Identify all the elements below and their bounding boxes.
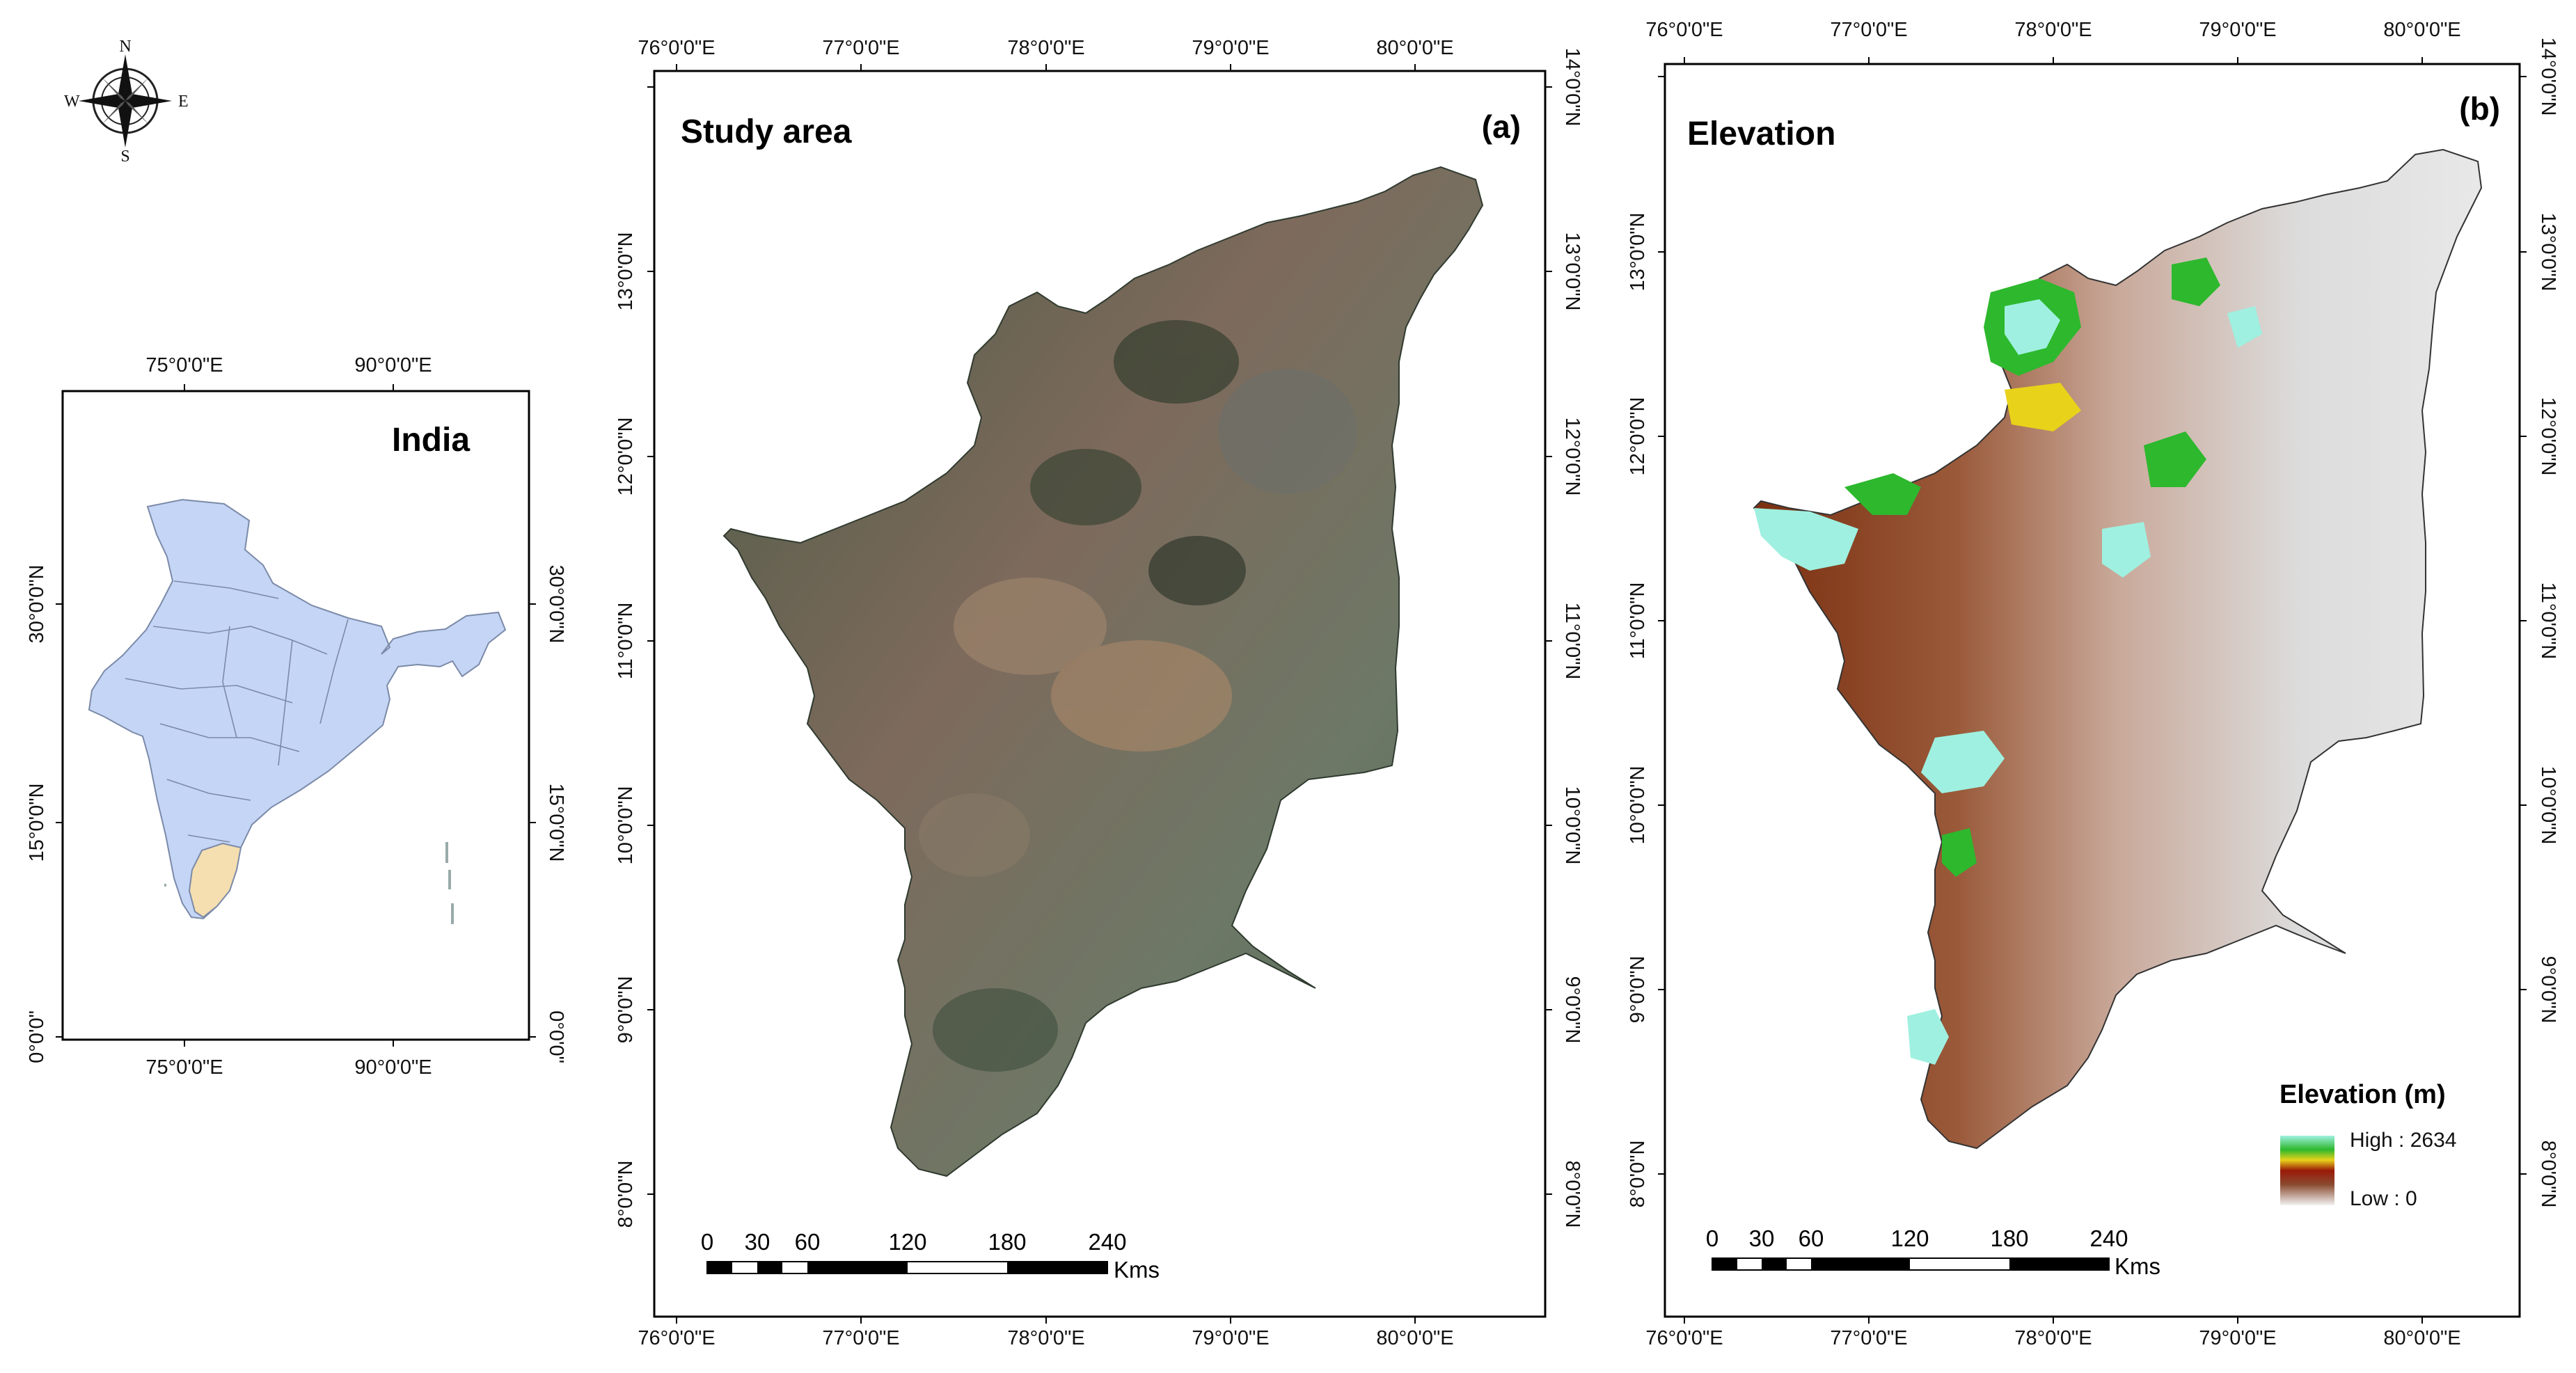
scale-label-2: 60 [795, 1229, 821, 1255]
compass-s: S [120, 148, 129, 166]
b-top-tick-0: 76°0'0"E [1645, 19, 1723, 41]
elevation-map: Elevation (b) Elevation (m) High : 2634 … [1627, 19, 2559, 1349]
a-top-tick-4: 80°0'0"E [1376, 37, 1453, 59]
elevation-legend: Elevation (m) High : 2634 Low : 0 [2279, 1080, 2456, 1210]
b-right-tick-4: 10°0'0"N [2537, 766, 2559, 845]
b-scale-label-4: 180 [1990, 1225, 2028, 1251]
b-scale-label-3: 120 [1890, 1225, 1929, 1251]
india-left-tick-2: 0°0'0" [26, 1010, 48, 1063]
study-area-scale-bar: 0 30 60 120 180 240 Kms [701, 1229, 1160, 1283]
compass-rose-icon: N S E W [64, 38, 189, 166]
india-right-tick-0: 30°0'0"N [545, 565, 567, 644]
study-area-map: Study area (a) 0 30 60 120 180 240 [615, 37, 1583, 1349]
elevation-scale-bar: 0 30 60 120 180 240 Kms [1706, 1225, 2160, 1279]
compass-n: N [119, 38, 131, 56]
compass-w: W [64, 93, 80, 111]
india-right-tick-2: 0°0'0" [545, 1010, 567, 1063]
b-top-tick-1: 77°0'0"E [1830, 19, 1907, 41]
a-right-tick-1: 13°0'0"N [1561, 232, 1583, 311]
a-bottom-tick-3: 79°0'0"E [1192, 1327, 1269, 1349]
a-top-tick-1: 77°0'0"E [822, 37, 899, 59]
a-right-tick-5: 9°0'0"N [1561, 976, 1583, 1044]
legend-title: Elevation (m) [2279, 1080, 2446, 1109]
scale-label-0: 0 [701, 1229, 713, 1255]
b-top-tick-3: 79°0'0"E [2199, 19, 2276, 41]
b-bottom-tick-0: 76°0'0"E [1645, 1327, 1723, 1349]
b-right-tick-3: 11°0'0"N [2537, 582, 2559, 660]
b-left-tick-4: 9°0'0"N [1627, 956, 1649, 1024]
a-bottom-tick-4: 80°0'0"E [1376, 1327, 1453, 1349]
a-bottom-tick-0: 76°0'0"E [638, 1327, 715, 1349]
a-left-tick-5: 8°0'0"N [615, 1161, 637, 1228]
a-top-tick-2: 78°0'0"E [1007, 37, 1084, 59]
india-state-boundaries [125, 580, 349, 843]
b-scale-unit: Kms [2115, 1253, 2160, 1279]
india-right-tick-1: 15°0'0"N [545, 784, 567, 862]
a-right-tick-0: 14°0'0"N [1561, 48, 1583, 127]
a-left-tick-3: 10°0'0"N [615, 786, 637, 865]
b-scale-label-2: 60 [1799, 1225, 1824, 1251]
b-right-tick-6: 8°0'0"N [2537, 1141, 2559, 1208]
scale-unit: Kms [1114, 1257, 1160, 1283]
b-scale-label-5: 240 [2089, 1225, 2128, 1251]
b-left-tick-3: 10°0'0"N [1627, 766, 1649, 845]
study-area-label: (a) [1482, 109, 1521, 145]
b-top-tick-2: 78°0'0"E [2014, 19, 2092, 41]
b-scale-label-0: 0 [1706, 1225, 1718, 1251]
a-right-tick-6: 8°0'0"N [1561, 1161, 1583, 1228]
a-left-tick-1: 12°0'0"N [615, 418, 637, 496]
b-left-tick-0: 13°0'0"N [1627, 213, 1649, 292]
a-bottom-tick-2: 78°0'0"E [1007, 1327, 1084, 1349]
india-top-tick-1: 90°0'0"E [354, 354, 432, 376]
b-left-tick-5: 8°0'0"N [1627, 1141, 1649, 1208]
a-right-tick-4: 10°0'0"N [1561, 786, 1583, 865]
elevation-label: (b) [2459, 90, 2500, 127]
b-right-tick-1: 13°0'0"N [2537, 213, 2559, 292]
b-bottom-tick-4: 80°0'0"E [2383, 1327, 2460, 1349]
scale-label-1: 30 [745, 1229, 771, 1255]
scale-label-5: 240 [1088, 1229, 1126, 1255]
india-bottom-tick-1: 90°0'0"E [354, 1056, 432, 1079]
b-bottom-tick-1: 77°0'0"E [1830, 1327, 1907, 1349]
elevation-title: Elevation [1687, 116, 1835, 152]
a-top-tick-3: 79°0'0"E [1192, 37, 1269, 59]
b-right-tick-5: 9°0'0"N [2537, 956, 2559, 1024]
india-country-shape [88, 498, 507, 920]
scale-label-3: 120 [888, 1229, 926, 1255]
india-top-tick-0: 75°0'0"E [145, 354, 223, 376]
elevation-highland-patches [1754, 257, 2262, 1065]
b-bottom-tick-3: 79°0'0"E [2199, 1327, 2276, 1349]
a-right-tick-2: 12°0'0"N [1561, 418, 1583, 496]
compass-e: E [178, 93, 189, 111]
a-bottom-tick-1: 77°0'0"E [822, 1327, 899, 1349]
satellite-texture [919, 320, 1357, 1072]
b-left-tick-1: 12°0'0"N [1627, 397, 1649, 476]
b-right-tick-2: 12°0'0"N [2537, 397, 2559, 476]
study-area-highlight [188, 842, 242, 919]
legend-low: Low : 0 [2350, 1187, 2417, 1210]
b-left-tick-2: 11°0'0"N [1627, 582, 1649, 660]
a-left-tick-4: 9°0'0"N [615, 976, 637, 1044]
scale-label-4: 180 [988, 1229, 1026, 1255]
b-right-tick-0: 14°0'0"N [2537, 38, 2559, 116]
b-bottom-tick-2: 78°0'0"E [2014, 1327, 2092, 1349]
a-left-tick-2: 11°0'0"N [615, 603, 637, 680]
study-area-title: Study area [681, 113, 852, 150]
a-right-tick-3: 11°0'0"N [1561, 603, 1583, 680]
b-top-tick-4: 80°0'0"E [2383, 19, 2460, 41]
legend-high: High : 2634 [2350, 1129, 2456, 1152]
india-left-tick-0: 30°0'0"N [26, 565, 48, 644]
india-map-title: India [392, 422, 470, 459]
a-left-tick-0: 13°0'0"N [615, 232, 637, 311]
india-inset-map: India 75°0'0"E 90°0'0"E [26, 354, 567, 1079]
india-left-tick-1: 15°0'0"N [26, 784, 48, 862]
india-bottom-tick-0: 75°0'0"E [145, 1056, 223, 1079]
b-scale-label-1: 30 [1749, 1225, 1775, 1251]
a-top-tick-0: 76°0'0"E [638, 37, 715, 59]
